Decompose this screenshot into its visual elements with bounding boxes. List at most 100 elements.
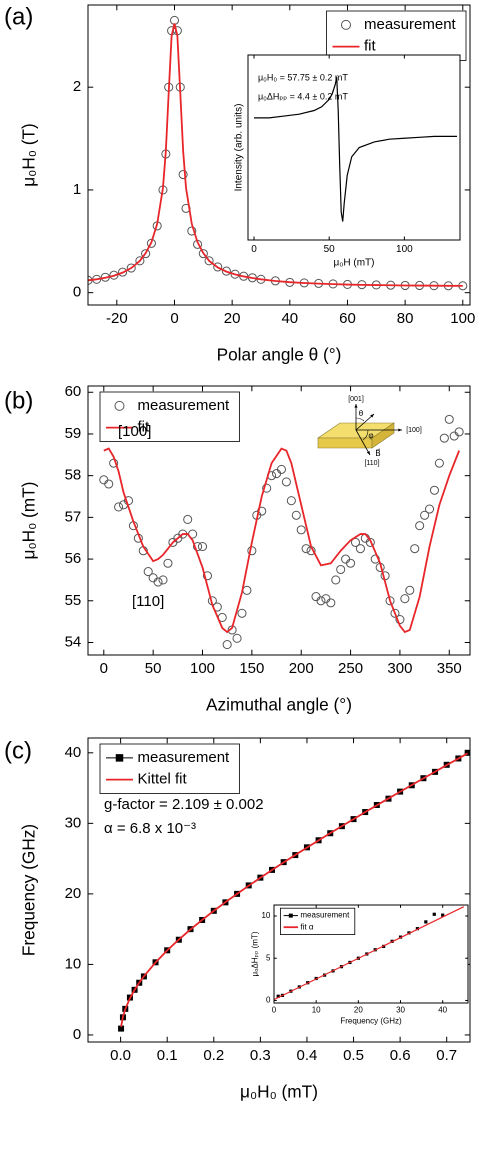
point — [291, 510, 301, 520]
diagram-label: [100] — [406, 427, 422, 434]
point — [341, 554, 351, 564]
x-tick-label: 150 — [239, 660, 264, 677]
point — [198, 249, 208, 259]
point — [432, 912, 436, 916]
legend-label: measurement — [364, 16, 457, 33]
point — [118, 1025, 125, 1032]
legend-frame — [279, 907, 356, 936]
point — [429, 485, 440, 495]
y-tick-label: 30 — [65, 814, 82, 831]
point — [316, 596, 326, 606]
diagram-label: φ — [368, 431, 373, 440]
angle-arc — [362, 429, 369, 441]
diagram-label: B⃗ — [375, 448, 381, 458]
x-tick-label: 0 — [251, 244, 257, 255]
x-tick-label: 0 — [100, 660, 108, 677]
x-tick-label: 350 — [437, 660, 462, 677]
point — [365, 537, 375, 547]
legend-label: measurement — [138, 397, 231, 414]
point — [271, 469, 282, 479]
point — [410, 544, 420, 554]
point — [204, 256, 214, 266]
x-tick-label: 0 — [170, 310, 178, 327]
x-tick-label: 0.6 — [390, 1047, 411, 1064]
x-tick-label: 0 — [272, 1006, 277, 1015]
line — [120, 752, 469, 1028]
y-tick-label: 1 — [73, 181, 81, 198]
point — [424, 504, 435, 514]
y-tick-label: 0 — [73, 1026, 81, 1043]
point — [400, 594, 410, 604]
legend-swatch — [288, 913, 293, 918]
arrow-head — [354, 404, 358, 408]
point — [321, 594, 331, 604]
point — [158, 575, 168, 585]
line — [88, 23, 463, 287]
inset: 0 50 100 μ₀H (mT) Intensity (arb. units) — [234, 54, 461, 269]
data — [99, 414, 464, 650]
point — [183, 514, 193, 525]
point — [143, 567, 153, 577]
x-tick-label: 50 — [324, 244, 336, 255]
annotation: [110] — [132, 593, 164, 610]
y-tick-label: 60 — [65, 383, 82, 400]
line — [103, 447, 460, 634]
point — [454, 427, 464, 437]
x-tick-label: 100 — [396, 244, 413, 255]
x-tick-label: 100 — [450, 310, 475, 327]
y-tick-label: 0 — [266, 996, 271, 1005]
arrow-head — [398, 428, 402, 432]
point — [355, 544, 365, 554]
x-tick-label: 20 — [354, 1006, 363, 1015]
point — [276, 464, 287, 474]
legend-label: fit α — [300, 922, 313, 931]
y-tick-label: 5 — [266, 953, 271, 962]
legend-label: fit — [364, 38, 377, 55]
data — [254, 77, 457, 222]
annotation: g-factor = 2.109 ± 0.002 — [104, 796, 264, 813]
point — [346, 558, 356, 568]
point — [336, 564, 346, 575]
x-tick-label: 80 — [397, 310, 414, 327]
y-tick-label: 56 — [65, 550, 82, 567]
x-tick-label: 200 — [289, 660, 314, 677]
x-tick-label: -20 — [106, 310, 128, 327]
legend-swatch — [341, 19, 351, 30]
point — [415, 927, 419, 931]
point — [104, 479, 114, 489]
legend-frame — [326, 10, 467, 61]
point — [434, 458, 444, 468]
panel-label: (c) — [4, 737, 32, 764]
point — [262, 483, 272, 493]
annotation: μ₀ΔHₚₚ = 4.4 ± 0.2 mT — [258, 91, 348, 101]
y-tick-label: 57 — [65, 508, 82, 525]
point — [405, 585, 415, 595]
y-axis-label: μ₀H₀ (mT) — [19, 482, 39, 560]
point — [326, 598, 336, 608]
point — [301, 544, 311, 554]
panel: 0.0 0.1 0.2 0.3 0.4 0.5 0.6 0.7 0 10 20 30 40 μ₀H₀ (m… — [19, 737, 471, 1102]
x-tick-label: 40 — [281, 310, 298, 327]
diagram-label: θ — [359, 409, 364, 418]
point — [187, 226, 197, 236]
crystal-diagram: [001] [100] [110] θ φB⃗ — [317, 396, 422, 467]
point — [441, 913, 445, 917]
angle-arc — [355, 417, 365, 422]
point — [222, 640, 232, 650]
panel: 0 50 100 150 200 250 300 350 54 55 56 57 58 59 60 Azimu… — [19, 383, 471, 715]
point — [449, 431, 459, 441]
x-tick-label: 100 — [190, 660, 215, 677]
x-tick-label: 40 — [438, 1006, 447, 1015]
y-tick-label: 20 — [65, 885, 82, 902]
x-tick-label: 0.0 — [110, 1047, 131, 1064]
y-tick-label: 40 — [65, 744, 82, 761]
x-tick-label: 0.5 — [343, 1047, 364, 1064]
point — [439, 433, 449, 443]
point — [444, 414, 454, 424]
y-tick-label: 54 — [65, 633, 82, 650]
diagram-label: [110] — [364, 460, 379, 467]
legend-label: measurement — [138, 749, 231, 766]
x-tick-label: 10 — [312, 1006, 321, 1015]
point — [141, 249, 151, 259]
